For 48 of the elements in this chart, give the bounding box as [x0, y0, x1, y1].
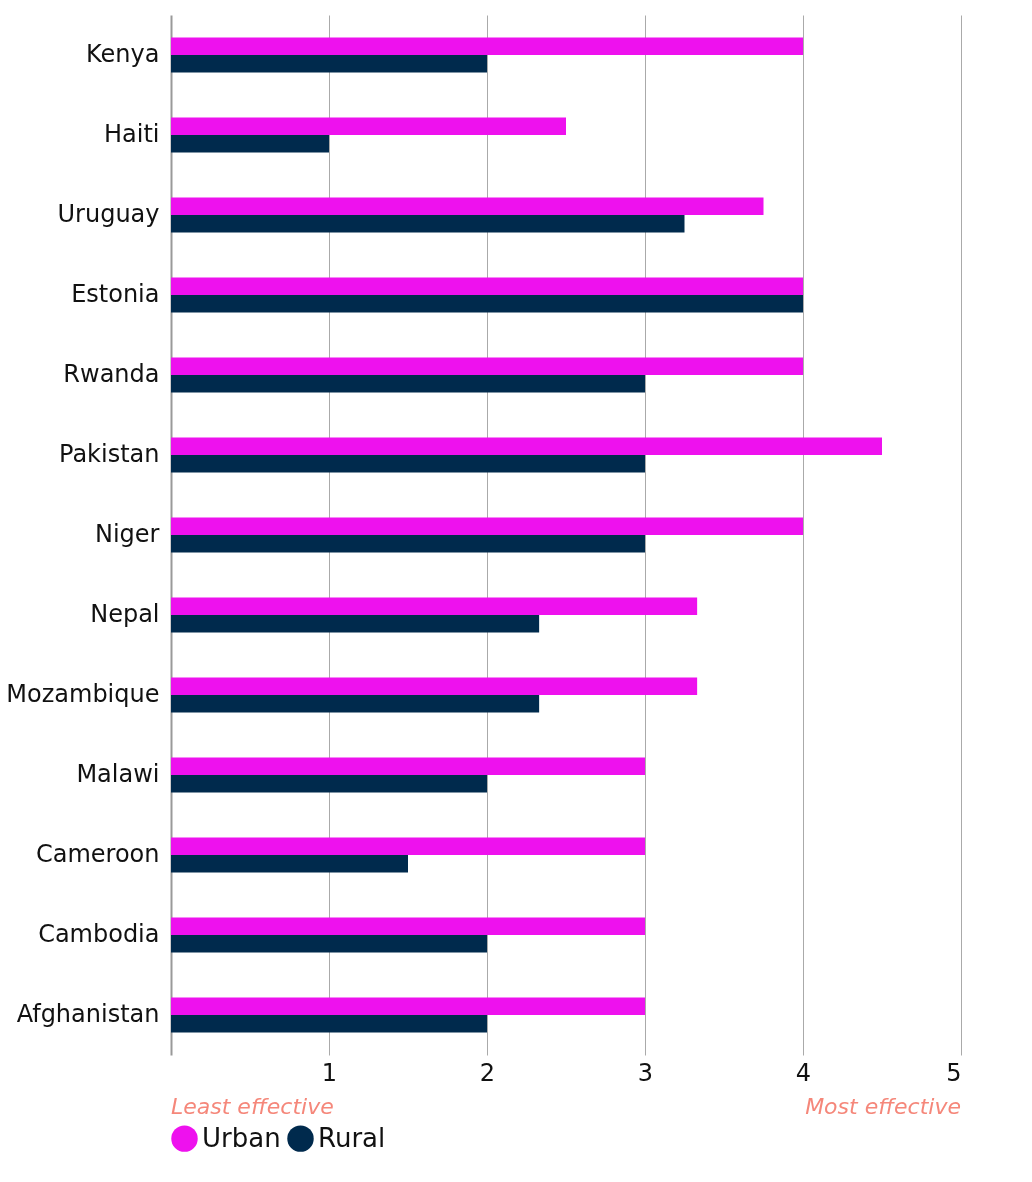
bar — [171, 597, 698, 615]
y-tick-label: Cambodia — [38, 920, 160, 948]
y-tick-label: Pakistan — [59, 440, 160, 468]
bar — [171, 277, 803, 295]
x-tick-label: 2 — [479, 1058, 496, 1087]
bar — [171, 517, 803, 535]
y-tick-label: Nepal — [90, 600, 160, 628]
x-tick-label: 1 — [321, 1058, 338, 1087]
bar — [171, 917, 645, 935]
bar — [171, 837, 645, 855]
bar — [171, 117, 566, 135]
bar — [171, 775, 487, 793]
bar — [171, 197, 764, 215]
bar — [171, 615, 540, 633]
bar — [171, 535, 645, 553]
x-tick-label: 3 — [637, 1058, 654, 1087]
y-tick-label: Cameroon — [35, 840, 160, 868]
x-tick-label: 4 — [795, 1058, 812, 1087]
legend-label: Urban — [202, 1122, 281, 1153]
bar — [171, 455, 645, 473]
bar — [171, 855, 408, 873]
bar — [171, 1015, 487, 1033]
y-tick-label: Rwanda — [63, 360, 160, 388]
bar — [171, 757, 645, 775]
y-tick-label: Malawi — [76, 760, 160, 788]
x-tick-label: 5 — [946, 1058, 962, 1087]
y-tick-label: Mozambique — [6, 680, 160, 708]
y-tick-label: Afghanistan — [16, 1000, 160, 1028]
bar — [171, 357, 803, 375]
bar — [171, 37, 803, 55]
y-tick-label: Uruguay — [57, 200, 160, 228]
bar — [171, 935, 487, 953]
bar — [171, 437, 882, 455]
text: Most effective — [805, 1094, 961, 1119]
text: Least effective — [171, 1094, 334, 1119]
bar — [171, 677, 698, 695]
bar — [171, 695, 540, 713]
bar — [171, 135, 329, 153]
y-tick-label: Kenya — [86, 40, 160, 68]
y-tick-label: Estonia — [71, 280, 160, 308]
bar — [171, 55, 487, 73]
bar — [171, 215, 685, 233]
bar — [171, 375, 645, 393]
legend-label: Rural — [318, 1122, 386, 1153]
bar — [171, 997, 645, 1015]
y-tick-label: Haiti — [104, 120, 160, 148]
y-tick-label: Niger — [95, 520, 160, 548]
bar — [171, 295, 803, 313]
